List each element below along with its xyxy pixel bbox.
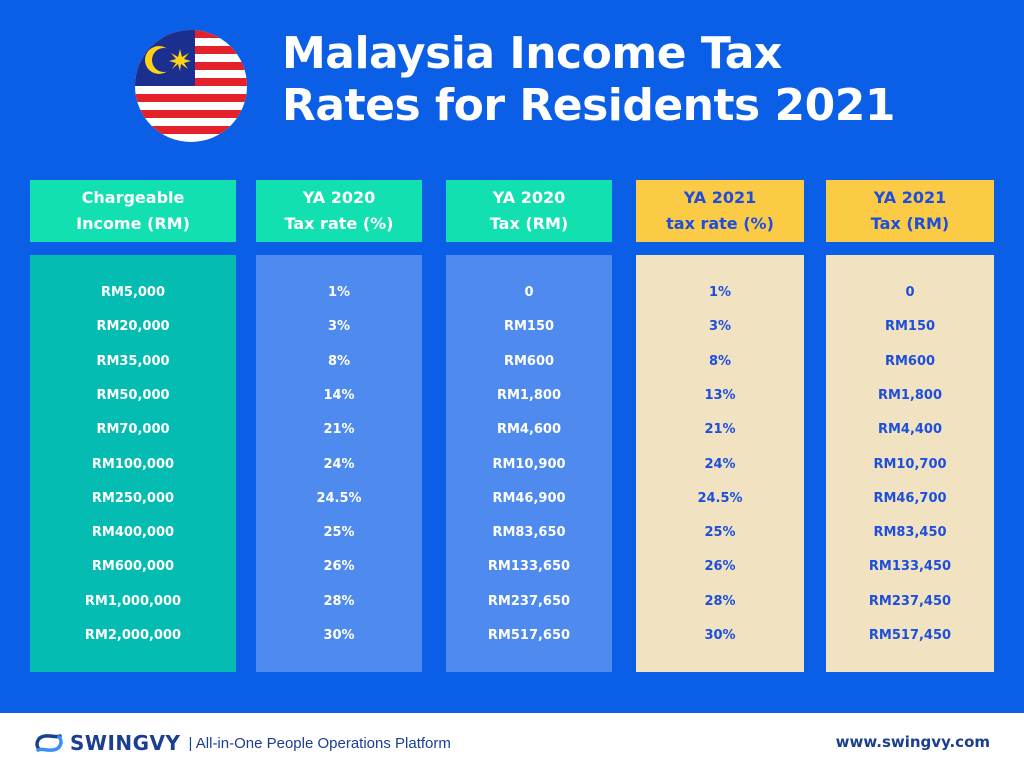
table-cell: RM400,000 <box>91 525 175 541</box>
table-cell: RM4,400 <box>877 422 943 438</box>
table-cell: 21% <box>704 422 736 438</box>
table-cell: RM46,900 <box>492 490 566 506</box>
table-cell: 8% <box>327 353 351 369</box>
table-cell: RM50,000 <box>96 387 170 403</box>
header-ya2020-tax: YA 2020 Tax (RM) <box>446 180 612 242</box>
header-line-2: Tax rate (%) <box>284 214 394 233</box>
table-cell: RM35,000 <box>96 353 170 369</box>
table-cell: 0 <box>524 285 534 300</box>
table-cell: RM1,000,000 <box>84 593 182 609</box>
column-ya2020-tax: 0 RM150 RM600 RM1,800 RM4,600 RM10,900 RM46,90… <box>446 255 612 672</box>
table-cell: 21% <box>323 422 355 438</box>
swingvy-logo-icon <box>35 734 63 752</box>
table-cell: RM133,450 <box>868 559 952 575</box>
table-cell: 13% <box>704 387 736 403</box>
table-cell: RM600 <box>884 353 936 369</box>
table-cell: RM10,700 <box>873 456 947 472</box>
tagline: | All-in-One People Operations Platform <box>188 734 451 752</box>
table-cell: RM100,000 <box>91 456 175 472</box>
table-cell: RM2,000,000 <box>84 628 182 643</box>
table-cell: RM517,450 <box>868 628 952 643</box>
table-cell: 28% <box>704 593 736 609</box>
table-cell: RM5,000 <box>100 285 166 300</box>
header-line-2: Tax (RM) <box>489 214 569 233</box>
table-cell: RM150 <box>503 319 555 335</box>
table-cell: 25% <box>704 525 736 541</box>
table-cell: 3% <box>708 319 732 335</box>
footer-url-link[interactable]: www.swingvy.com <box>835 733 990 751</box>
table-cell: RM20,000 <box>96 319 170 335</box>
table-cell: RM1,800 <box>877 387 943 403</box>
table-cell: RM600 <box>503 353 555 369</box>
footer-brand[interactable]: SWINGVY | All-in-One People Operations P… <box>34 730 451 756</box>
header-ya2020-tax-rate: YA 2020 Tax rate (%) <box>256 180 422 242</box>
title-line-1: Malaysia Income Tax <box>282 28 782 79</box>
table-cell: 30% <box>704 628 736 643</box>
main-panel: Malaysia Income Tax Rates for Residents … <box>0 0 1024 713</box>
table-cell: 1% <box>708 285 732 300</box>
header-line-2: Income (RM) <box>76 214 190 233</box>
table-cell: 24.5% <box>697 490 743 506</box>
table-cell: 8% <box>708 353 732 369</box>
header-ya2021-tax: YA 2021 Tax (RM) <box>826 180 994 242</box>
header-line-2: Tax (RM) <box>870 214 950 233</box>
malaysia-flag-icon <box>135 30 247 142</box>
table-cell: RM237,650 <box>487 593 571 609</box>
table-cell: RM4,600 <box>496 422 562 438</box>
header-line-1: YA 2020 <box>492 188 566 207</box>
brand-name: SWINGVY <box>70 731 181 755</box>
column-chargeable-income: RM5,000 RM20,000 RM35,000 RM50,000 RM70,000 R… <box>30 255 236 672</box>
column-ya2021-tax-rate: 1% 3% 8% 13% 21% 24% 24.5% 25% 26% 28% 30% <box>636 255 804 672</box>
title-line-2: Rates for Residents 2021 <box>282 80 896 131</box>
table-cell: RM517,650 <box>487 628 571 643</box>
table-cell: 3% <box>327 319 351 335</box>
table-cell: 14% <box>323 387 355 403</box>
header-line-1: YA 2020 <box>302 188 376 207</box>
column-ya2020-tax-rate: 1% 3% 8% 14% 21% 24% 24.5% 25% 26% 28% 30% <box>256 255 422 672</box>
table-cell: RM1,800 <box>496 387 562 403</box>
column-ya2021-tax: 0 RM150 RM600 RM1,800 RM4,400 RM10,700 RM46,70… <box>826 255 994 672</box>
table-cell: 25% <box>323 525 355 541</box>
table-cell: 1% <box>327 285 351 300</box>
table-cell: 24.5% <box>316 490 362 506</box>
header-line-1: YA 2021 <box>873 188 947 207</box>
table-cell: 30% <box>323 628 355 643</box>
table-cell: 26% <box>704 559 736 575</box>
table-cell: RM150 <box>884 319 936 335</box>
table-cell: RM237,450 <box>868 593 952 609</box>
table-cell: RM83,450 <box>873 525 947 541</box>
table-cell: RM70,000 <box>96 422 170 438</box>
header-line-2: tax rate (%) <box>666 214 774 233</box>
table-cell: RM133,650 <box>487 559 571 575</box>
table-cell: 0 <box>905 285 915 300</box>
header-line-1: YA 2021 <box>683 188 757 207</box>
header-line-1: Chargeable <box>81 188 185 207</box>
table-cell: 28% <box>323 593 355 609</box>
table-cell: RM83,650 <box>492 525 566 541</box>
header-ya2021-tax-rate: YA 2021 tax rate (%) <box>636 180 804 242</box>
table-cell: RM10,900 <box>492 456 566 472</box>
table-cell: RM600,000 <box>91 559 175 575</box>
table-cell: RM46,700 <box>873 490 947 506</box>
header-chargeable-income: Chargeable Income (RM) <box>30 180 236 242</box>
page-title: Malaysia Income Tax Rates for Residents … <box>282 28 982 132</box>
table-cell: 24% <box>704 456 736 472</box>
table-cell: RM250,000 <box>91 490 175 506</box>
table-cell: 26% <box>323 559 355 575</box>
table-cell: 24% <box>323 456 355 472</box>
